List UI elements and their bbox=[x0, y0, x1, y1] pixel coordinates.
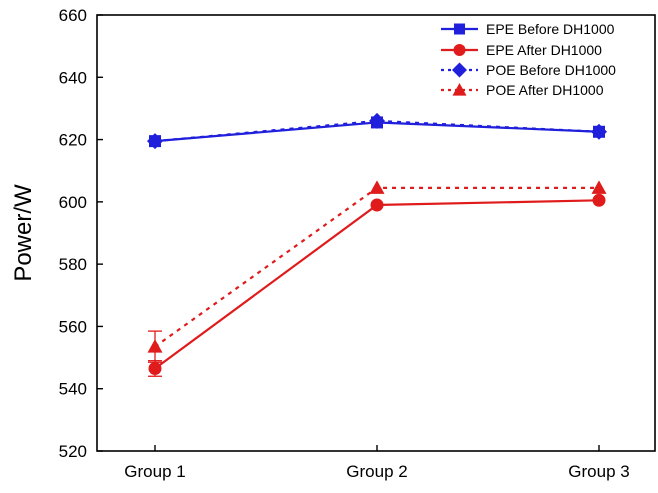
data-point bbox=[593, 125, 605, 138]
series-layer bbox=[147, 112, 607, 377]
axes-layer: 520 540 560 580 600 620 640 660 Group 1 Group 2 Gr… bbox=[59, 6, 656, 481]
data-point bbox=[147, 339, 163, 353]
legend-marker bbox=[453, 44, 466, 56]
data-point bbox=[369, 180, 385, 194]
legend-label: POE After DH1000 bbox=[486, 82, 604, 98]
data-point bbox=[371, 116, 383, 129]
y-tick-label: 580 bbox=[59, 255, 87, 274]
data-point bbox=[370, 198, 384, 212]
data-point bbox=[149, 135, 161, 148]
y-tick-label: 640 bbox=[59, 68, 87, 87]
x-tick-label: Group 1 bbox=[124, 462, 185, 481]
y-axis-title: Power/W bbox=[10, 184, 37, 282]
series-line bbox=[154, 186, 599, 348]
data-point bbox=[592, 193, 606, 207]
series-line bbox=[154, 199, 600, 370]
x-tick-label: Group 2 bbox=[346, 462, 407, 481]
legend-label: POE Before DH1000 bbox=[486, 62, 616, 78]
legend-marker bbox=[454, 23, 465, 35]
y-tick-label: 620 bbox=[59, 131, 87, 150]
y-tick-label: 520 bbox=[59, 442, 87, 461]
legend-label: EPE Before DH1000 bbox=[486, 21, 615, 37]
y-tick-label: 600 bbox=[59, 193, 87, 212]
y-tick-label: 540 bbox=[59, 380, 87, 399]
data-point bbox=[148, 361, 162, 375]
data-point bbox=[591, 180, 607, 194]
legend-label: EPE After DH1000 bbox=[486, 42, 602, 58]
y-tick-label: 660 bbox=[59, 6, 87, 25]
legend-marker bbox=[452, 62, 467, 78]
y-tick-label: 560 bbox=[59, 317, 87, 336]
legend: EPE Before DH1000 EPE After DH1000 POE Bef… bbox=[441, 21, 616, 98]
legend-marker bbox=[452, 83, 467, 96]
x-tick-label: Group 3 bbox=[568, 462, 629, 481]
plot-frame bbox=[96, 14, 656, 452]
